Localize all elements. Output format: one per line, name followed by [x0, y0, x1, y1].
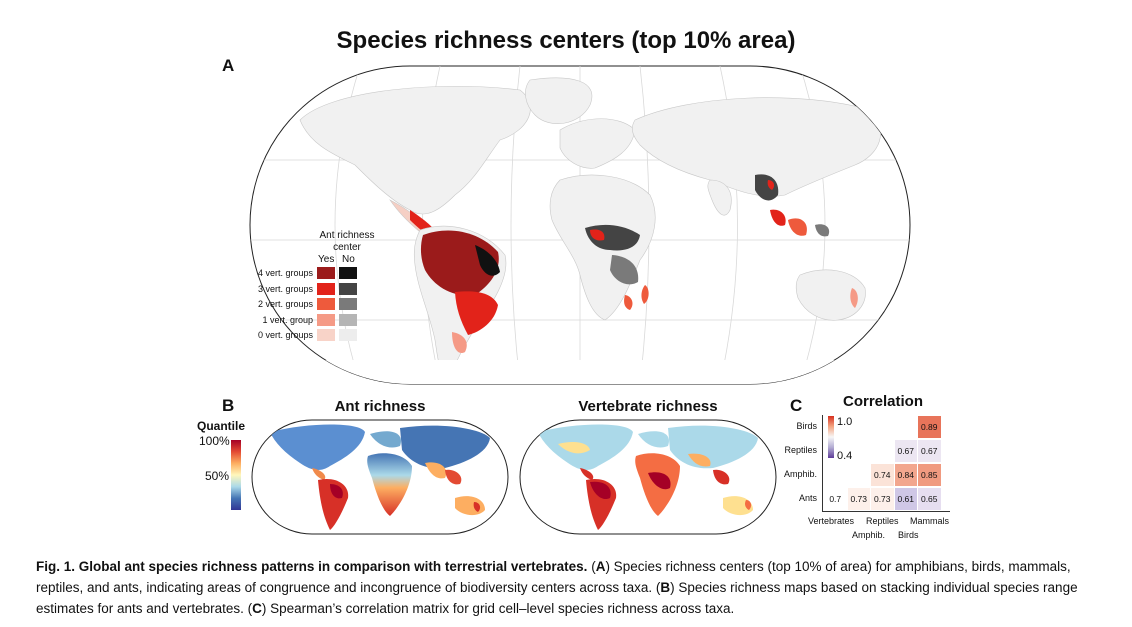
corr-row-label: Birds — [796, 421, 817, 431]
quantile-tick-mid: 50% — [205, 469, 230, 483]
legend-title-line1: Ant richness — [319, 230, 375, 241]
legend-col-no: No — [342, 254, 355, 265]
correlation-x-axis — [822, 511, 950, 512]
quantile-colorbar — [231, 440, 241, 510]
legend-swatch-yes — [317, 282, 335, 295]
corr-cell: 0.65 — [918, 488, 941, 510]
quantile-tick-top: 100% — [199, 434, 230, 448]
correlation-scale-high: 1.0 — [837, 416, 853, 428]
caption-p2: ) Species richness centers (top 10% of a… — [36, 559, 1071, 595]
corr-col-mammals: Mammals — [910, 516, 950, 526]
legend-swatch-yes — [317, 313, 335, 326]
corr-row-label: Amphib. — [783, 469, 817, 479]
caption-b: B — [660, 580, 671, 595]
caption-bold: Fig. 1. Global ant species richness patt… — [36, 559, 588, 574]
corr-cell: 0.67 — [894, 440, 917, 462]
caption-p3: ) Species richness maps based on stackin… — [36, 580, 1078, 616]
corr-cell: 0.73 — [847, 488, 870, 510]
legend-row-label: 2 vert. groups — [257, 299, 313, 309]
vertebrate-richness-map — [519, 419, 777, 535]
corr-col-reptiles: Reptiles — [866, 516, 899, 526]
caption-p1: ( — [587, 559, 596, 574]
legend-row-label: 3 vert. groups — [257, 283, 313, 294]
caption-c: C — [252, 601, 262, 616]
legend-swatch-no — [339, 282, 357, 295]
legend-row-label: 1 vert. group — [262, 314, 313, 325]
figure-title: Species richness centers (top 10% area) — [336, 27, 796, 54]
legend-swatch-no — [339, 267, 357, 279]
quantile-title: Quantile — [197, 419, 246, 433]
figure-caption: Fig. 1. Global ant species richness patt… — [36, 556, 1096, 619]
panel-a-world-map — [249, 65, 911, 385]
corr-row-label: Ants — [798, 493, 817, 503]
corr-cell: 0.61 — [894, 488, 917, 510]
ant-richness-map — [251, 419, 509, 535]
legend-row-label: 0 vert. groups — [257, 330, 313, 340]
corr-col-amphib: Amphib. — [852, 530, 886, 540]
caption-a: A — [595, 559, 606, 574]
panel-letter-a: A — [222, 56, 235, 75]
vertebrate-richness-title: Vertebrate richness — [578, 398, 718, 415]
corr-cell: 0.85 — [918, 464, 941, 486]
correlation-colorbar — [828, 416, 834, 458]
legend-swatch-yes — [317, 267, 335, 279]
corr-cell: 0.89 — [918, 416, 941, 438]
legend-swatch-no — [339, 298, 357, 310]
legend-swatch-yes — [317, 329, 335, 341]
corr-row-label: Reptiles — [784, 445, 817, 455]
correlation-scale-low: 0.4 — [837, 450, 853, 462]
corr-cell: 0.67 — [918, 440, 941, 462]
corr-col-birds: Birds — [898, 530, 919, 540]
corr-cell: 0.7 — [824, 488, 847, 510]
panel-letter-c: C — [790, 396, 803, 415]
corr-cell: 0.84 — [894, 464, 917, 486]
corr-cell: 0.73 — [871, 488, 894, 510]
legend-swatch-yes — [317, 298, 335, 310]
corr-col-vertebrates: Vertebrates — [808, 516, 855, 526]
ant-richness-title: Ant richness — [334, 398, 426, 415]
legend-swatch-no — [339, 329, 357, 341]
panel-letter-b: B — [222, 396, 235, 415]
caption-p4: ) Spearman’s correlation matrix for grid… — [261, 601, 735, 616]
legend-swatch-no — [339, 313, 357, 326]
correlation-y-axis — [822, 415, 823, 512]
legend-title-line2: center — [333, 242, 361, 253]
correlation-title: Correlation — [843, 393, 924, 410]
legend-title: Ant richness center — [292, 230, 402, 254]
legend-row-label: 4 vert. groups — [257, 268, 313, 278]
legend-col-yes: Yes — [318, 254, 335, 265]
corr-cell: 0.74 — [871, 464, 894, 486]
